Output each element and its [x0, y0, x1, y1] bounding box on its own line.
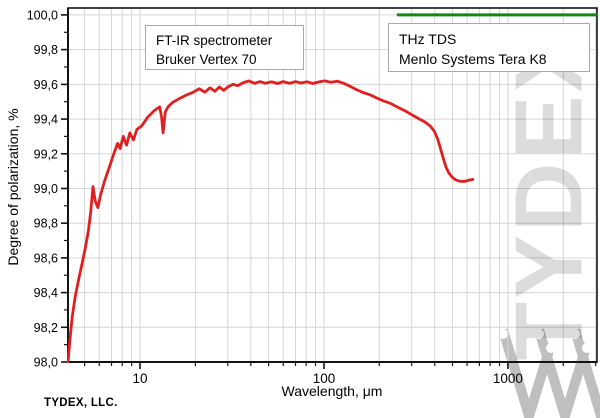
y-axis-title: Degree of polarization, % — [5, 108, 21, 266]
x-axis-title: Wavelength, μm — [281, 383, 383, 399]
svg-text:99,6: 99,6 — [34, 78, 58, 92]
annotation-box-thz: THz TDS Menlo Systems Tera K8 — [388, 23, 590, 72]
svg-text:98,0: 98,0 — [34, 356, 58, 370]
svg-text:100,0: 100,0 — [27, 8, 58, 22]
svg-text:99,8: 99,8 — [34, 43, 58, 57]
company-label: TYDEX, LLC. — [44, 397, 118, 409]
annotation-box-ftir: FT-IR spectrometer Bruker Vertex 70 — [145, 25, 304, 70]
svg-text:1000: 1000 — [493, 371, 523, 386]
ftir-line2: Bruker Vertex 70 — [156, 52, 257, 67]
svg-text:99,4: 99,4 — [34, 113, 58, 127]
svg-text:98,2: 98,2 — [34, 321, 58, 335]
ftir-line1: FT-IR spectrometer — [156, 33, 273, 48]
svg-text:99,2: 99,2 — [34, 147, 58, 161]
svg-text:98,8: 98,8 — [34, 217, 58, 231]
svg-text:99,0: 99,0 — [34, 182, 58, 196]
thz-line2: Menlo Systems Tera K8 — [399, 51, 547, 67]
thz-line1: THz TDS — [399, 31, 457, 47]
svg-text:100: 100 — [313, 371, 336, 386]
tydex-w-logo-watermark — [498, 328, 600, 418]
svg-text:98,6: 98,6 — [34, 251, 58, 265]
svg-text:10: 10 — [132, 371, 147, 386]
svg-text:98,4: 98,4 — [34, 286, 58, 300]
